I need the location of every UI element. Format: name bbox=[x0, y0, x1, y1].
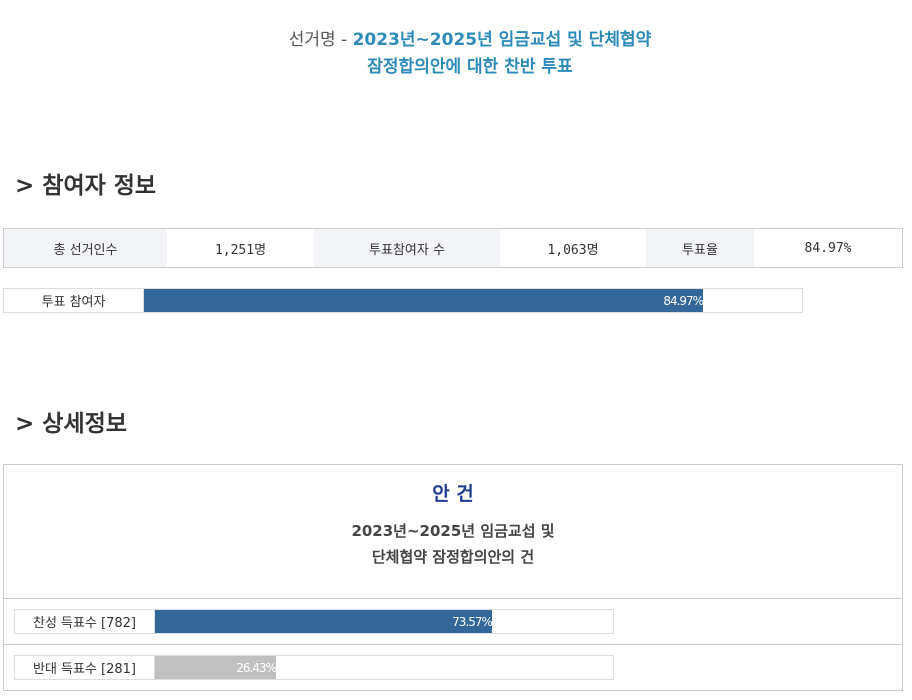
title-line-1: 2023년~2025년 임금교섭 및 단체협약 bbox=[352, 30, 652, 50]
stat-value: 1,251명 bbox=[214, 242, 267, 258]
bar-track: 84.97% bbox=[144, 289, 802, 312]
no-vote-bar: 반대 득표수 [281] 26.43% bbox=[14, 655, 614, 680]
stat-label: 투표율 bbox=[646, 229, 754, 267]
bar-fill: 84.97% bbox=[144, 289, 704, 312]
agenda-line: 2023년~2025년 임금교섭 및 bbox=[351, 522, 555, 540]
stat-value: 1,063명 bbox=[547, 242, 599, 258]
stats-table: 총 선거인수 1,251명 투표참여자 수 1,063명 투표율 84.97% bbox=[3, 228, 903, 268]
turnout-bar: 투표 참여자 84.97% bbox=[3, 288, 803, 313]
stat-label: 투표참여자 수 bbox=[314, 229, 500, 267]
title-prefix: 선거명 - bbox=[288, 30, 353, 50]
agenda-box: 안 건 2023년~2025년 임금교섭 및 단체협약 잠정합의안의 건 찬성 … bbox=[3, 464, 903, 691]
title-line-2: 잠정합의안에 대한 찬반 투표 bbox=[367, 57, 573, 77]
agenda-text: 2023년~2025년 임금교섭 및 단체협약 잠정합의안의 건 bbox=[4, 518, 902, 570]
participant-info-heading: > 참여자 정보 bbox=[15, 173, 157, 199]
bar-fill: 73.57% bbox=[155, 610, 493, 633]
detail-info-heading: > 상세정보 bbox=[15, 411, 127, 437]
bar-label: 반대 득표수 [281] bbox=[15, 656, 155, 679]
stat-label: 총 선거인수 bbox=[4, 229, 167, 267]
election-title: 선거명 - 2023년~2025년 임금교섭 및 단체협약 잠정합의안에 대한 … bbox=[0, 27, 912, 81]
bar-fill: 26.43% bbox=[155, 656, 277, 679]
agenda-title: 안 건 bbox=[432, 483, 474, 505]
yes-vote-bar: 찬성 득표수 [782] 73.57% bbox=[14, 609, 614, 634]
bar-label: 투표 참여자 bbox=[4, 289, 144, 312]
stat-value: 84.97% bbox=[804, 240, 852, 256]
agenda-line: 단체협약 잠정합의안의 건 bbox=[371, 548, 535, 566]
bar-label: 찬성 득표수 [782] bbox=[15, 610, 155, 633]
bar-track: 26.43% bbox=[155, 656, 613, 679]
bar-track: 73.57% bbox=[155, 610, 613, 633]
